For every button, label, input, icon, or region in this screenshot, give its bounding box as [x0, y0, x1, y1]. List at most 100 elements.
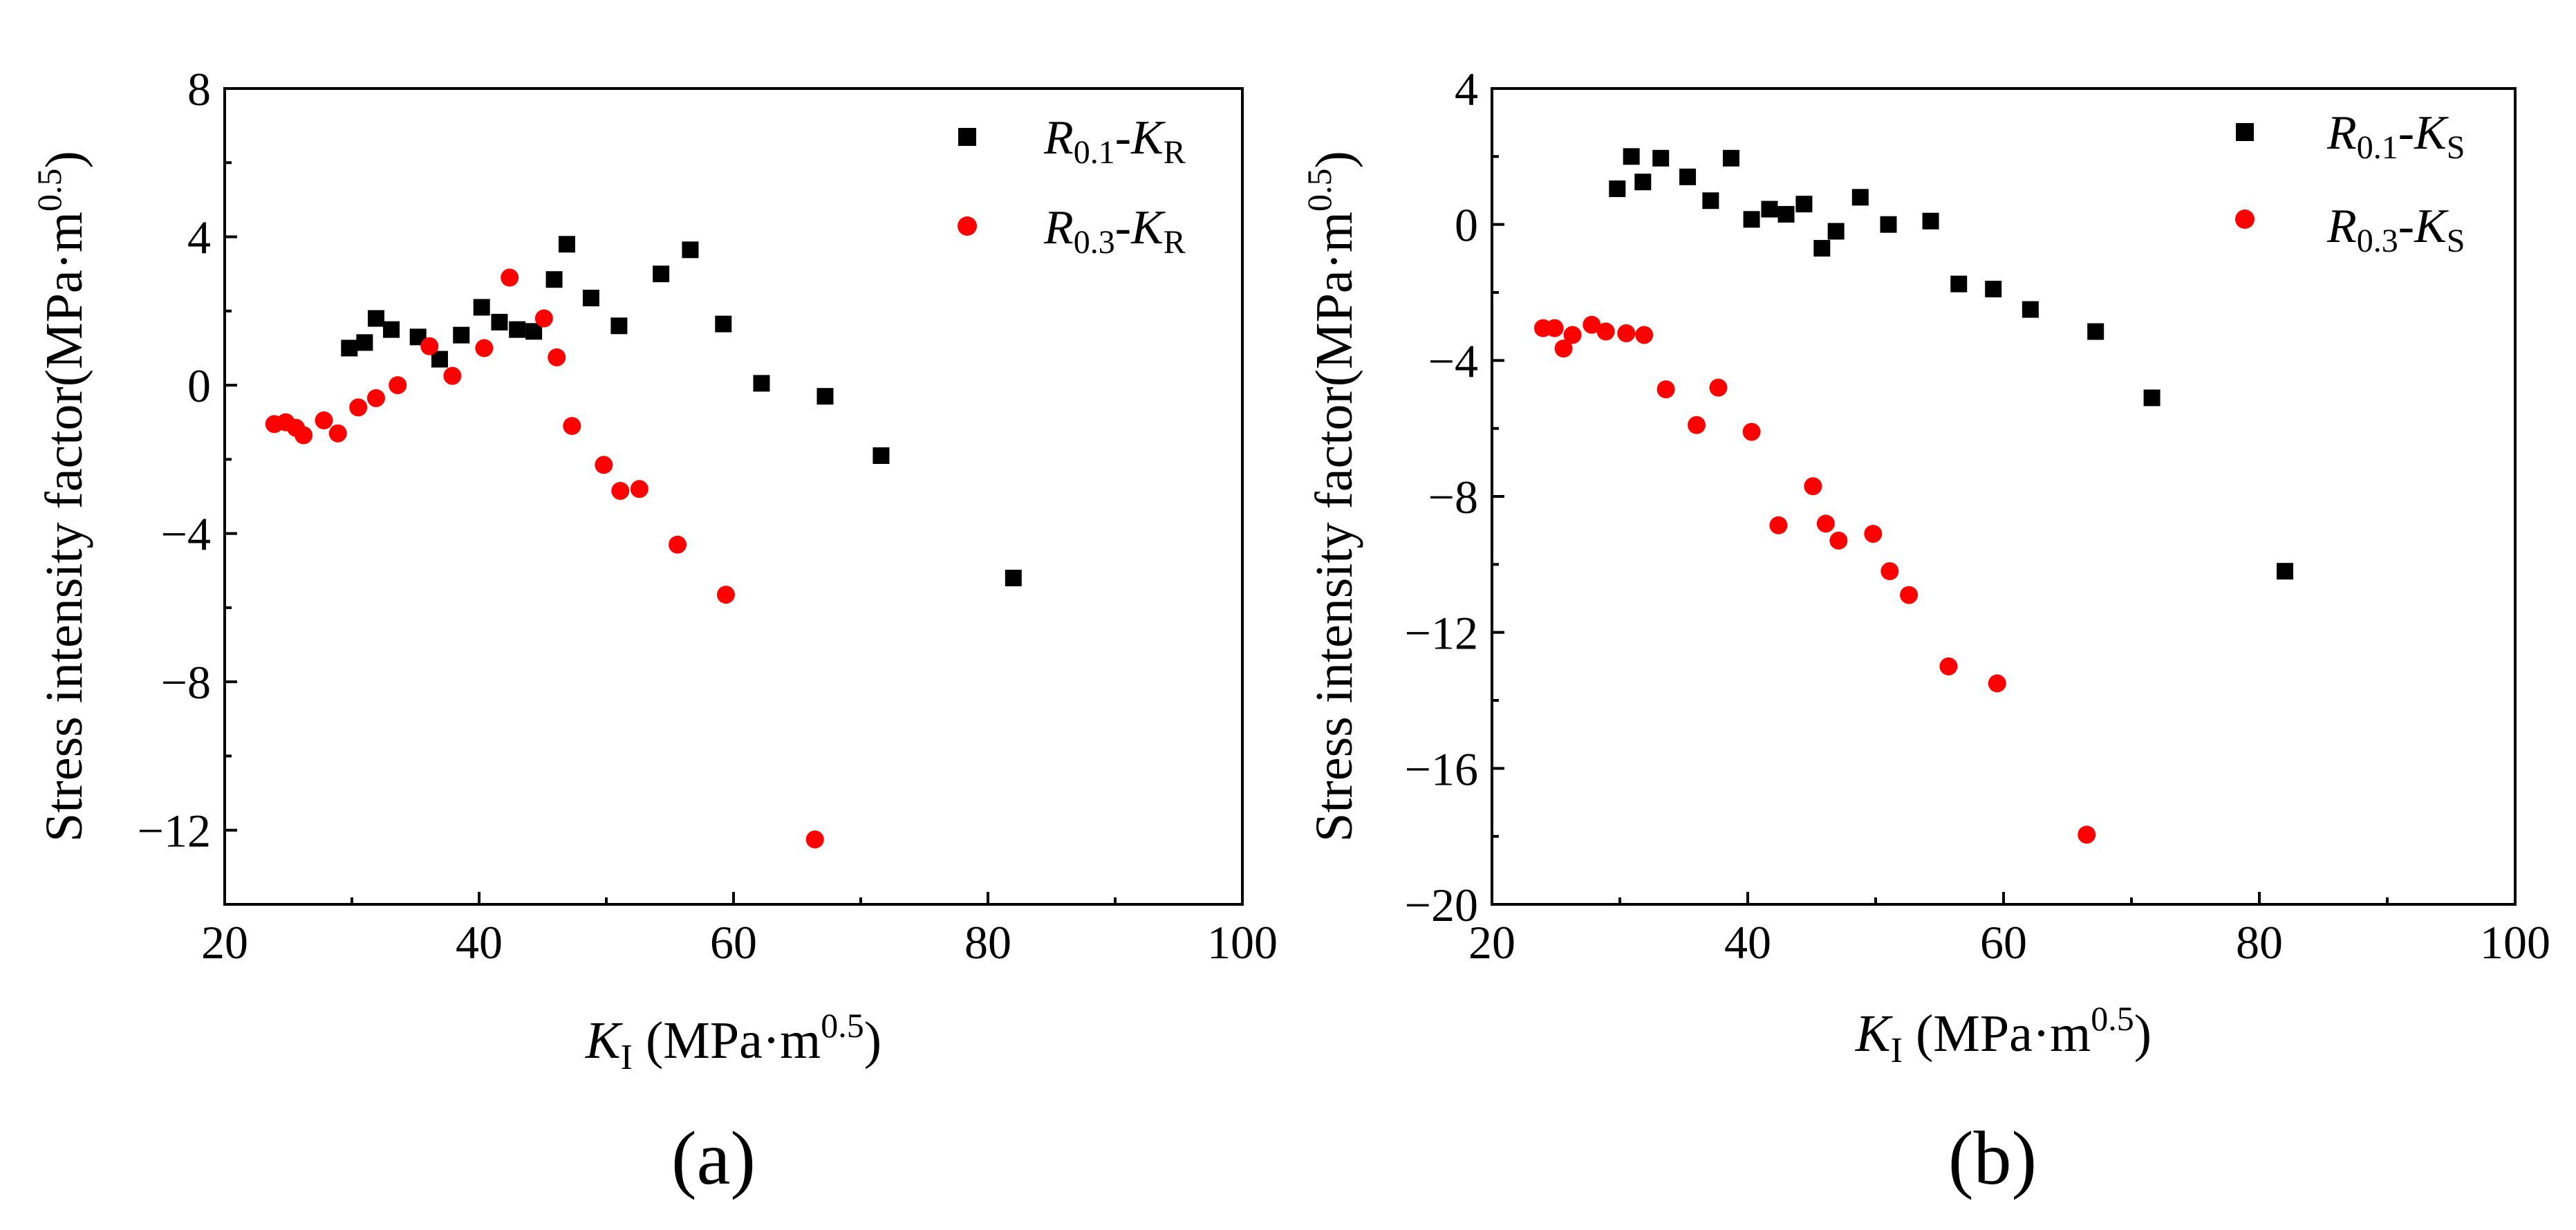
chart-a-series-1-point [611, 481, 630, 500]
chart-b-series-0-point [1922, 212, 1939, 230]
chart-b-series-0-point [1722, 149, 1739, 167]
chart-a-x-tick-label: 40 [456, 916, 503, 969]
chart-b-x-tick-label: 20 [1468, 916, 1515, 969]
chart-b-x-tick-label: 100 [2480, 916, 2550, 969]
chart-b-y-tick-label: −4 [1428, 335, 1478, 387]
chart-a-series-0-point [545, 271, 563, 288]
chart-a-x-tick-label: 60 [710, 916, 757, 969]
chart-a-series-1-point [669, 535, 687, 554]
chart-b-x-tick-label: 60 [1980, 916, 2027, 969]
chart-b-y-axis: −20 −16 −12 −8 −4 0 4 [1405, 63, 1504, 931]
chart-b-series-1-point [1939, 657, 1958, 675]
chart-b-legend-label-1: R0.3-KS [2326, 200, 2465, 259]
chart-a-series-1-point [328, 424, 347, 442]
chart-b-series-1-point [1656, 380, 1675, 399]
chart-b-y-tick-label: −16 [1405, 743, 1478, 795]
chart-a-y-axis: −12 −8 −4 0 4 8 [138, 63, 237, 857]
chart-a-legend: R0.1-KR R0.3-KR [958, 111, 1186, 261]
chart-a-series-0-point [356, 334, 373, 351]
chart-b-series-1-point [1563, 326, 1582, 344]
chart-b-series-1-point [2078, 826, 2096, 844]
chart-b-y-tick-label: −12 [1405, 607, 1478, 660]
chart-b-series-0-point [1950, 275, 1968, 292]
chart-a-panel-label: (a) [671, 1116, 756, 1200]
chart-a-series-1-point [563, 417, 581, 436]
chart-a-series-1-point [366, 389, 385, 407]
chart-a-series-1-point [349, 398, 368, 417]
chart-b-series-0-point [1634, 174, 1652, 191]
chart-b-y-tick-label: −8 [1428, 471, 1478, 523]
chart-b-series-0-point [1777, 205, 1795, 223]
chart-a-series-0-point [1005, 570, 1022, 586]
chart-b-legend-label-0: R0.1-KS [2326, 106, 2465, 166]
chart-b-series-1-point [1769, 516, 1788, 534]
chart-a-series-0-point [341, 339, 358, 357]
chart-a-y-tick-label: −4 [161, 508, 211, 561]
chart-a-series-1-point [534, 309, 553, 328]
chart-b-series-0-point [2087, 323, 2104, 340]
chart-b-series-1-point [1596, 322, 1615, 341]
chart-b-x-axis: 20 40 60 80 100 [1468, 892, 2550, 969]
chart-a-series-0-point [509, 321, 526, 338]
chart-b-legend-marker-1 [2235, 209, 2255, 229]
chart-b-legend: R0.1-KS R0.3-KS [2235, 106, 2465, 259]
chart-b-x-axis-label: KI (MPa·m0.5) [1855, 999, 2152, 1070]
chart-a-series-1-point [295, 426, 313, 445]
chart-b-series-1-point [1709, 378, 1728, 397]
chart-b-x-tick-label: 40 [1724, 916, 1771, 969]
chart-a-series-1-point [315, 411, 333, 430]
chart-a-series-1-point [475, 339, 494, 357]
chart-a-y-axis-label: Stress intensity factor(MPa·m0.5) [30, 151, 93, 842]
chart-b-series-0-point [1795, 196, 1813, 213]
chart-a-series-0-point [682, 241, 699, 259]
chart-b-y-axis-label: Stress intensity factor(MPa·m0.5) [1300, 151, 1363, 842]
chart-b-series-0-point [1761, 201, 1778, 218]
chart-b-series-0-point [2022, 301, 2039, 318]
chart-b-series-1-point [1829, 531, 1848, 550]
chart-b-series-1-point [1688, 416, 1706, 434]
chart-a-y-tick-label: −12 [138, 805, 211, 857]
chart-a-y-tick-label: 8 [187, 63, 211, 115]
chart-b-series-0-point [1743, 211, 1760, 228]
chart-a-series-0-point [558, 236, 575, 253]
chart-b-series-0-point [1813, 240, 1831, 257]
chart-a-series-0-point [653, 265, 670, 283]
chart-b-plot-frame [1491, 87, 2517, 906]
chart-b-series-0-point [1702, 192, 1719, 209]
chart-b-x-tick-label: 80 [2236, 916, 2283, 969]
chart-a-points [265, 236, 1022, 849]
chart-b-series-1-point [1804, 477, 1822, 496]
chart-b-series-1-point [1864, 525, 1883, 543]
chart-a-series-0-point [491, 313, 508, 330]
chart-a-y-tick-label: −8 [161, 656, 211, 709]
chart-b-series-0-point [1679, 168, 1697, 185]
chart-a-series-0-point [816, 388, 834, 405]
chart-a-series-1-point [630, 480, 648, 498]
chart-b-series-0-point [1609, 180, 1626, 198]
chart-a-series-1-point [443, 366, 462, 385]
chart-a-series-0-point [582, 290, 599, 307]
chart-b-points [1534, 148, 2293, 844]
chart-a-series-0-point [753, 375, 770, 392]
chart-b-series-0-point [1880, 216, 1897, 233]
chart-a-series-0-point [473, 299, 490, 316]
chart-b-series-1-point [1617, 324, 1636, 342]
chart-a-series-1-point [420, 337, 439, 355]
chart-b-series-0-point [1985, 281, 2002, 298]
chart-b: 20 40 60 80 100 −20 −16 −12 −8 −4 0 4 R0.1-KS R0.3… [1300, 63, 2550, 1200]
chart-b-series-1-point [1988, 674, 2006, 693]
chart-b-legend-marker-0 [2236, 123, 2254, 141]
chart-a-series-0-point [383, 321, 400, 338]
chart-b-series-1-point [1583, 315, 1601, 334]
chart-a-series-1-point [501, 268, 519, 287]
chart-a-legend-marker-0 [958, 128, 976, 146]
chart-b-y-tick-label: −20 [1405, 879, 1478, 931]
chart-a-legend-label-0: R0.1-KR [1043, 111, 1186, 171]
chart-a-series-1-point [595, 456, 613, 474]
chart-b-series-1-point [1880, 562, 1899, 581]
chart-a-series-1-point [716, 586, 735, 604]
chart-a-legend-marker-1 [958, 216, 977, 236]
chart-b-y-tick-label: 0 [1455, 199, 1478, 252]
chart-a-x-tick-label: 100 [1207, 916, 1278, 969]
